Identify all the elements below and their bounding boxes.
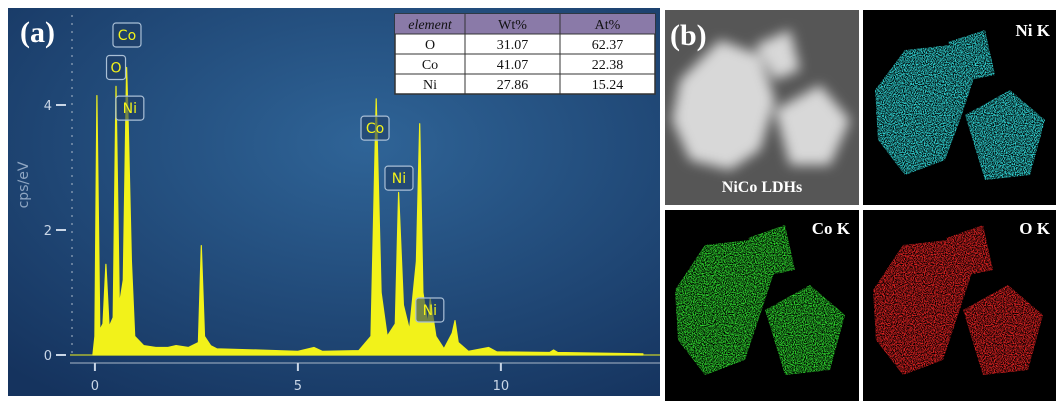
table-cell: 15.24: [592, 78, 624, 93]
map-panel: (b) NiCo LDHs Ni K Co K O K: [662, 8, 1056, 401]
table-header: element: [408, 18, 453, 33]
x-tick-label: 0: [91, 379, 99, 394]
y-tick-label: 4: [44, 99, 52, 114]
panel-label: (a): [20, 16, 55, 49]
table-cell: O: [425, 38, 435, 53]
peak-label: Ni: [123, 101, 137, 117]
peak-label: Ni: [392, 171, 406, 187]
table-header: At%: [595, 18, 621, 33]
composition-table: element Wt% At% O 31.07 62.37 Co 41.07 22.38 Ni 27…: [395, 14, 655, 94]
table-header: Wt%: [498, 18, 527, 33]
panel-label: (b): [670, 19, 707, 52]
table-cell: Co: [422, 58, 438, 73]
x-tick-label: 5: [294, 379, 302, 394]
y-tick-label: 2: [44, 224, 52, 239]
y-axis-label: cps/eV: [16, 161, 32, 208]
table-cell: 22.38: [592, 58, 624, 73]
table-cell: Ni: [423, 78, 437, 93]
x-tick-label: 10: [493, 379, 510, 394]
table-cell: 41.07: [497, 58, 529, 73]
y-tick-label: 0: [44, 349, 52, 364]
peak-label: Co: [118, 28, 136, 44]
table-cell: 31.07: [497, 38, 529, 53]
peak-label: Co: [366, 121, 384, 137]
table-cell: 62.37: [592, 38, 624, 53]
figure: (a) cps/eV 0 2 4 0 5 10 Co O Ni Co Ni Ni element Wt%…: [0, 0, 1056, 401]
table-cell: 27.86: [497, 78, 529, 93]
peak-label: O: [111, 61, 122, 77]
tile-label: Co K: [812, 219, 851, 238]
peak-label: Ni: [423, 303, 437, 319]
tile-label: NiCo LDHs: [722, 179, 802, 196]
tile-label: O K: [1019, 219, 1050, 238]
tile-label: Ni K: [1016, 21, 1051, 40]
